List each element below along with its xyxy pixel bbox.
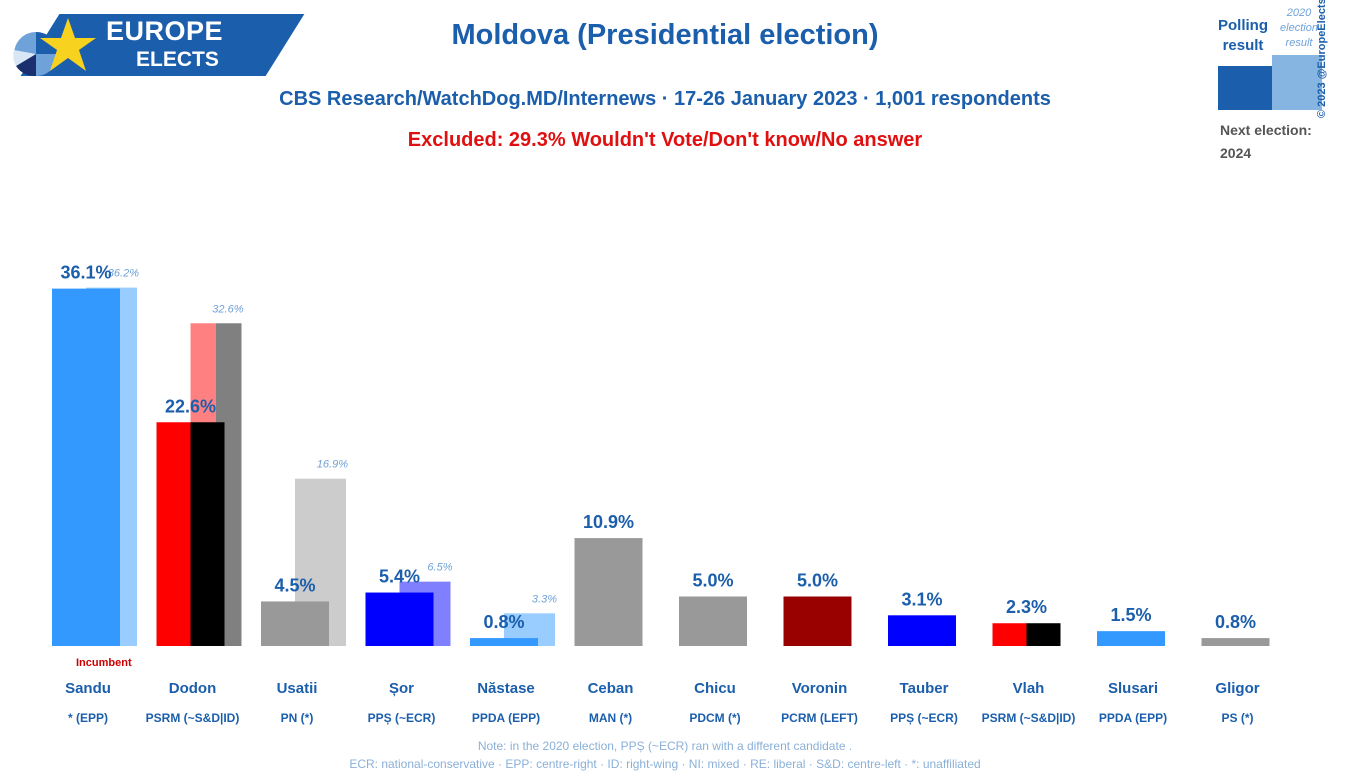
legend-polling-line2: result (1222, 37, 1264, 54)
election-label-usatii: 16.9% (317, 459, 348, 471)
poll-label-năstase: 0.8% (483, 612, 524, 632)
poll-label-ceban: 10.9% (583, 512, 634, 532)
poll-bar-voronin (783, 596, 852, 646)
election-label-sandu: 36.2% (108, 268, 139, 280)
candidate-party: PS (*) (1221, 711, 1254, 725)
legend-election-line1: 2020 (1286, 7, 1312, 19)
poll-label-șor: 5.4% (379, 567, 420, 587)
candidate-party: PPȘ (~ECR) (890, 711, 958, 725)
candidate-party: PN (*) (280, 711, 314, 725)
poll-label-gligor: 0.8% (1215, 612, 1256, 632)
poll-label-voronin: 5.0% (797, 571, 838, 591)
poll-label-vlah: 2.3% (1006, 597, 1047, 617)
logo-text-europe: EUROPE (106, 16, 224, 46)
note-line-2: ECR: national-conservative · EPP: centre… (349, 757, 981, 771)
poll-bar-vlah (992, 623, 1027, 646)
europe-elects-logo: EUROPE ELECTS (0, 12, 305, 80)
election-label-șor: 6.5% (427, 562, 452, 574)
next-election: Next election: 2024 (1220, 119, 1312, 165)
poll-label-slusari: 1.5% (1110, 605, 1151, 625)
poll-bar-vlah (1026, 623, 1061, 646)
legend-polling-line1: Polling (1218, 17, 1268, 34)
poll-bar-tauber (888, 615, 956, 646)
candidate-party: PSRM (~S&D|ID) (145, 711, 240, 725)
candidate-party: PSRM (~S&D|ID) (981, 711, 1076, 725)
logo-text-elects: ELECTS (136, 48, 219, 71)
poll-bar-năstase (470, 638, 538, 646)
poll-bar-gligor (1201, 638, 1270, 646)
legend-polling-label: Polling result (1214, 16, 1272, 56)
candidate-name: Șor (388, 680, 414, 697)
poll-label-dodon: 22.6% (165, 396, 216, 416)
poll-bar-slusari (1097, 631, 1165, 646)
excluded-note: Excluded: 29.3% Wouldn't Vote/Don't know… (407, 129, 923, 151)
candidate-party: PPDA (EPP) (1098, 711, 1168, 725)
candidate-party: PPDA (EPP) (471, 711, 541, 725)
incumbent-label: Incumbent (76, 657, 132, 669)
note-line-1: Note: in the 2020 election, PPȘ (~ECR) r… (477, 739, 853, 753)
candidate-name: Vlah (1012, 680, 1045, 697)
poll-subtitle: CBS Research/WatchDog.MD/Internews · 17-… (279, 88, 1051, 110)
poll-bar-sandu (52, 288, 120, 646)
legend-election-line3: result (1285, 37, 1313, 49)
candidate-party: * (EPP) (67, 711, 108, 725)
poll-bar-dodon (190, 422, 225, 646)
legend-polling-swatch (1218, 66, 1272, 110)
logo-emblem-icon (13, 18, 96, 77)
poll-label-sandu: 36.1% (60, 263, 111, 283)
candidate-party: PDCM (*) (689, 711, 741, 725)
candidate-name: Voronin (791, 680, 848, 697)
poll-bar-ceban (574, 538, 643, 646)
candidate-party: PPȘ (~ECR) (367, 711, 436, 725)
election-label-dodon: 32.6% (212, 303, 243, 315)
candidate-name: Sandu (65, 680, 111, 697)
poll-bar-usatii (261, 601, 329, 646)
candidate-name: Dodon (168, 680, 217, 697)
poll-label-chicu: 5.0% (692, 571, 733, 591)
page-title: Moldova (Presidential election) (451, 19, 879, 51)
candidate-party: MAN (*) (588, 711, 633, 725)
candidate-name: Gligor (1215, 680, 1260, 697)
election-label-năstase: 3.3% (532, 593, 557, 605)
poll-bar-chicu (679, 596, 747, 646)
next-election-year: 2024 (1220, 145, 1252, 161)
next-election-label: Next election: (1220, 122, 1312, 138)
poll-bar-șor (365, 592, 434, 646)
candidate-name: Năstase (477, 680, 535, 697)
candidate-party: PCRM (LEFT) (781, 711, 858, 725)
poll-label-tauber: 3.1% (901, 589, 942, 609)
legend-election-line2: election (1280, 22, 1318, 34)
candidate-name: Tauber (899, 680, 949, 697)
candidate-name: Ceban (587, 680, 634, 697)
legend-election-label: 2020 election result (1274, 6, 1324, 51)
legend-election-swatch (1272, 55, 1322, 110)
poll-bar-dodon (156, 422, 191, 646)
candidate-name: Chicu (694, 680, 736, 697)
poll-label-usatii: 4.5% (274, 575, 315, 595)
candidate-name: Slusari (1107, 680, 1159, 697)
candidate-name: Usatii (276, 680, 318, 697)
